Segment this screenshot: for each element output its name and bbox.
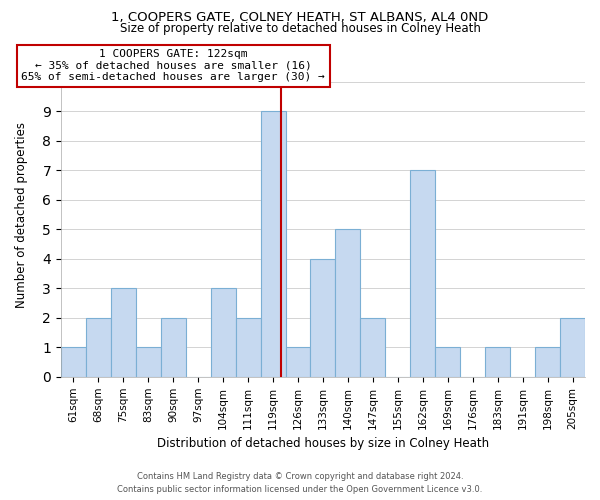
Bar <box>410 170 435 377</box>
Text: Contains HM Land Registry data © Crown copyright and database right 2024.
Contai: Contains HM Land Registry data © Crown c… <box>118 472 482 494</box>
Bar <box>236 318 260 377</box>
Y-axis label: Number of detached properties: Number of detached properties <box>15 122 28 308</box>
Bar <box>286 348 310 377</box>
Bar <box>560 318 585 377</box>
Text: Size of property relative to detached houses in Colney Heath: Size of property relative to detached ho… <box>119 22 481 35</box>
Text: 1, COOPERS GATE, COLNEY HEATH, ST ALBANS, AL4 0ND: 1, COOPERS GATE, COLNEY HEATH, ST ALBANS… <box>112 11 488 24</box>
Bar <box>361 318 385 377</box>
Bar <box>535 348 560 377</box>
Bar <box>61 348 86 377</box>
Bar <box>260 112 286 377</box>
Bar <box>161 318 185 377</box>
Text: 1 COOPERS GATE: 122sqm
← 35% of detached houses are smaller (16)
65% of semi-det: 1 COOPERS GATE: 122sqm ← 35% of detached… <box>22 49 325 82</box>
Bar <box>485 348 510 377</box>
Bar <box>435 348 460 377</box>
X-axis label: Distribution of detached houses by size in Colney Heath: Distribution of detached houses by size … <box>157 437 489 450</box>
Bar <box>111 288 136 377</box>
Bar <box>335 230 361 377</box>
Bar <box>136 348 161 377</box>
Bar <box>86 318 111 377</box>
Bar <box>211 288 236 377</box>
Bar <box>310 259 335 377</box>
